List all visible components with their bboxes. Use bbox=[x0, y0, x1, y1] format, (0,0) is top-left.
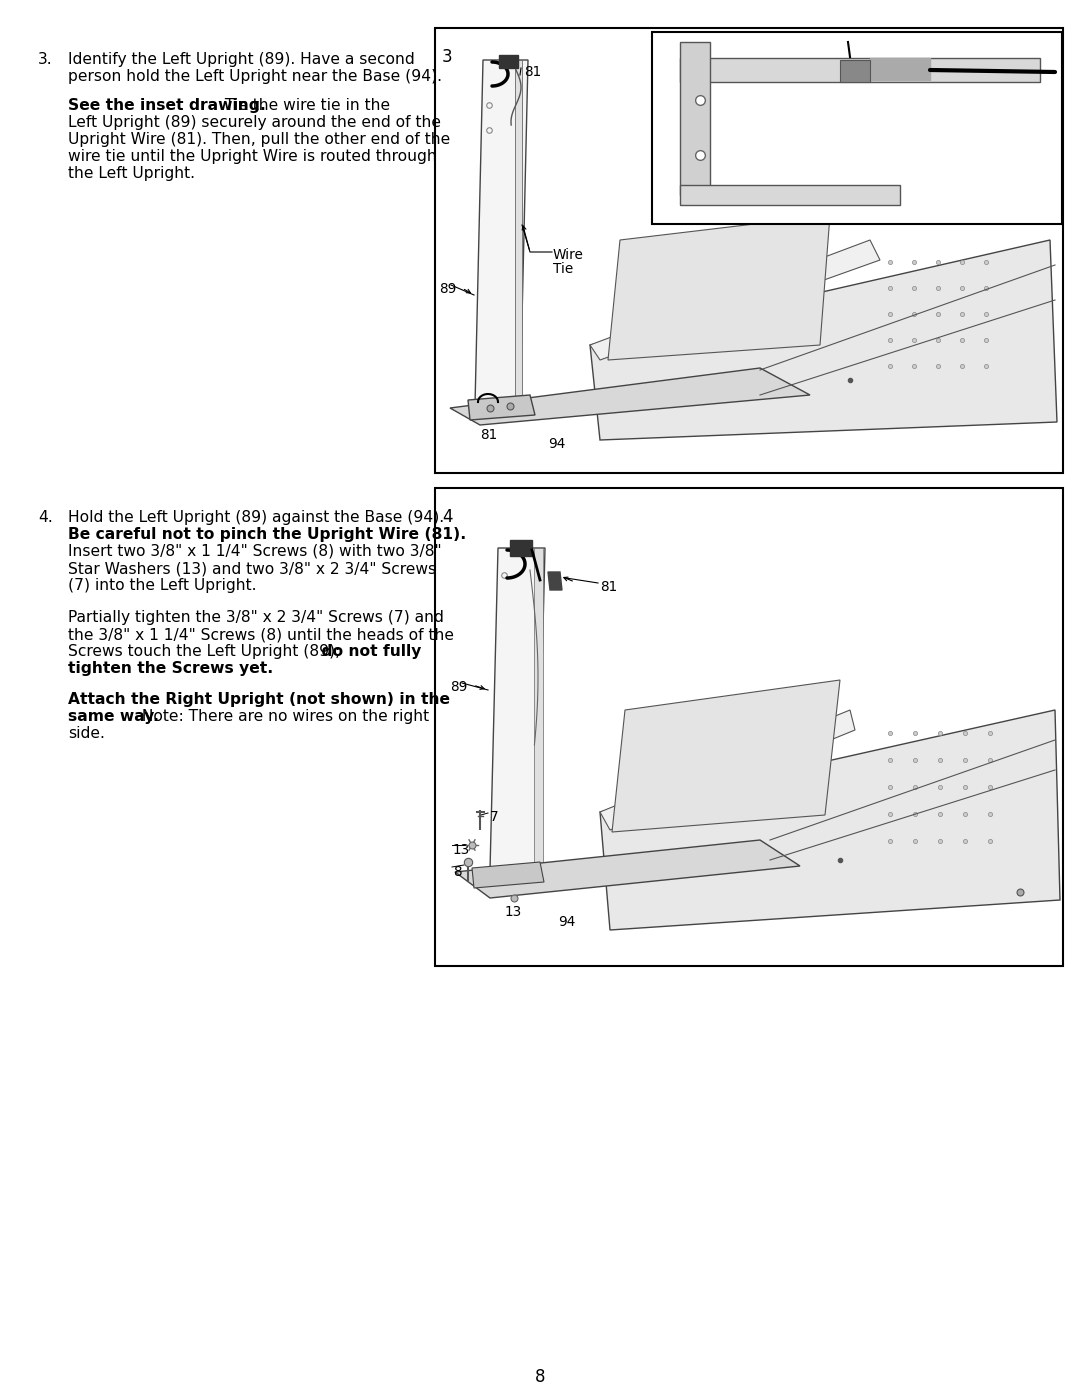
Text: Tie the wire tie in the: Tie the wire tie in the bbox=[220, 98, 390, 113]
Text: Wire: Wire bbox=[835, 162, 866, 176]
Polygon shape bbox=[450, 367, 810, 425]
Polygon shape bbox=[590, 240, 1057, 440]
Polygon shape bbox=[499, 54, 518, 68]
Polygon shape bbox=[608, 215, 831, 360]
Text: Insert two 3/8" x 1 1/4" Screws (8) with two 3/8": Insert two 3/8" x 1 1/4" Screws (8) with… bbox=[68, 543, 442, 559]
Text: 89: 89 bbox=[438, 282, 457, 296]
Polygon shape bbox=[534, 548, 543, 870]
Text: 8: 8 bbox=[453, 865, 461, 879]
Polygon shape bbox=[680, 184, 900, 205]
Text: Upright Wire (81). Then, pull the other end of the: Upright Wire (81). Then, pull the other … bbox=[68, 131, 450, 147]
Polygon shape bbox=[472, 862, 544, 888]
Polygon shape bbox=[468, 395, 535, 420]
Polygon shape bbox=[680, 59, 1040, 82]
Text: Partially tighten the 3/8" x 2 3/4" Screws (7) and: Partially tighten the 3/8" x 2 3/4" Scre… bbox=[68, 610, 444, 624]
Text: 81: 81 bbox=[935, 155, 953, 169]
Text: Hold the Left Upright (89) against the Base (94).: Hold the Left Upright (89) against the B… bbox=[68, 510, 444, 525]
Polygon shape bbox=[490, 548, 545, 870]
Polygon shape bbox=[510, 541, 532, 556]
Text: 3: 3 bbox=[442, 47, 453, 66]
Polygon shape bbox=[515, 60, 522, 405]
Bar bbox=[435, 488, 1063, 965]
Bar bbox=[435, 28, 1063, 474]
Text: Note: There are no wires on the right: Note: There are no wires on the right bbox=[137, 710, 429, 724]
Polygon shape bbox=[840, 60, 870, 82]
Text: Attach the Right Upright (not shown) in the: Attach the Right Upright (not shown) in … bbox=[68, 692, 450, 707]
Text: 89: 89 bbox=[660, 120, 677, 134]
Polygon shape bbox=[870, 59, 930, 80]
Polygon shape bbox=[548, 571, 562, 590]
Text: Tie: Tie bbox=[835, 176, 855, 190]
Bar bbox=[652, 32, 1062, 224]
Text: do not fully: do not fully bbox=[316, 644, 421, 659]
Polygon shape bbox=[600, 710, 1059, 930]
Text: 94: 94 bbox=[558, 915, 576, 929]
Text: 4.: 4. bbox=[38, 510, 53, 525]
Text: Tie: Tie bbox=[553, 263, 573, 277]
Polygon shape bbox=[600, 710, 855, 830]
Text: wire tie until the Upright Wire is routed through: wire tie until the Upright Wire is route… bbox=[68, 149, 436, 163]
Text: 89: 89 bbox=[450, 680, 468, 694]
Text: 13: 13 bbox=[453, 842, 470, 856]
Text: 13: 13 bbox=[505, 905, 523, 919]
Text: Identify the Left Upright (89). Have a second: Identify the Left Upright (89). Have a s… bbox=[68, 52, 415, 67]
Text: the Left Upright.: the Left Upright. bbox=[68, 166, 195, 182]
Text: same way.: same way. bbox=[68, 710, 159, 724]
Text: 81: 81 bbox=[600, 580, 618, 594]
Polygon shape bbox=[680, 42, 710, 196]
Text: 7: 7 bbox=[490, 810, 499, 824]
Text: (7) into the Left Upright.: (7) into the Left Upright. bbox=[68, 578, 257, 592]
Text: Screws touch the Left Upright (89);: Screws touch the Left Upright (89); bbox=[68, 644, 340, 659]
Text: 94: 94 bbox=[548, 437, 565, 451]
Text: 81: 81 bbox=[480, 427, 497, 441]
Text: person hold the Left Upright near the Base (94).: person hold the Left Upright near the Ba… bbox=[68, 68, 442, 84]
Text: the 3/8" x 1 1/4" Screws (8) until the heads of the: the 3/8" x 1 1/4" Screws (8) until the h… bbox=[68, 627, 454, 643]
Polygon shape bbox=[590, 240, 880, 360]
Text: See the inset drawing.: See the inset drawing. bbox=[68, 98, 266, 113]
Text: Be careful not to pinch the Upright Wire (81).: Be careful not to pinch the Upright Wire… bbox=[68, 527, 467, 542]
Text: 8: 8 bbox=[535, 1368, 545, 1386]
Polygon shape bbox=[475, 60, 528, 405]
Text: Star Washers (13) and two 3/8" x 2 3/4" Screws: Star Washers (13) and two 3/8" x 2 3/4" … bbox=[68, 562, 436, 576]
Text: 4: 4 bbox=[442, 509, 453, 527]
Polygon shape bbox=[455, 840, 800, 898]
Text: tighten the Screws yet.: tighten the Screws yet. bbox=[68, 661, 273, 676]
Text: Wire: Wire bbox=[553, 249, 584, 263]
Polygon shape bbox=[612, 680, 840, 833]
Text: Left Upright (89) securely around the end of the: Left Upright (89) securely around the en… bbox=[68, 115, 441, 130]
Text: side.: side. bbox=[68, 726, 105, 740]
Text: 81: 81 bbox=[524, 66, 541, 80]
Text: 3.: 3. bbox=[38, 52, 53, 67]
